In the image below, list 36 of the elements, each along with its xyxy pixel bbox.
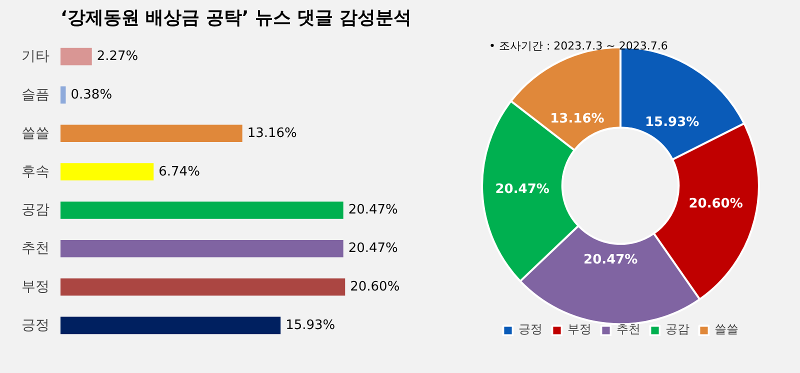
legend-label: 추천	[616, 321, 640, 338]
bar	[60, 163, 154, 180]
data-label: 6.74%	[158, 164, 200, 180]
y-tick-label: 긍정	[22, 317, 50, 334]
y-tick-label: 부정	[22, 279, 50, 296]
bar	[60, 240, 344, 258]
data-label: 0.38%	[70, 87, 112, 102]
y-tick-label: 슬픔	[22, 86, 50, 103]
text: • 조사기간 : 2023.7.3 ~ 2023.7.6	[488, 40, 668, 53]
chart-title: ‘강제동원 배상금 공탁’ 뉴스 댓글 감성분석	[60, 8, 412, 28]
data-label: 13.16%	[247, 126, 297, 141]
legend-label: 긍정	[518, 321, 542, 338]
data-label: 2.27%	[96, 49, 138, 64]
data-label: 20.47%	[584, 252, 638, 268]
y-tick-label: 추천	[22, 240, 50, 257]
y-tick-label: 기타	[22, 48, 50, 65]
legend-label: 부정	[568, 321, 592, 338]
legend-label: 쓸쓸	[714, 321, 738, 338]
bar	[60, 124, 242, 142]
data-label: 20.47%	[348, 202, 398, 218]
bar	[60, 202, 344, 219]
y-tick-label: 쓸쓸	[22, 125, 50, 142]
legend-label: 공감	[666, 321, 690, 338]
data-label: 20.60%	[688, 196, 743, 212]
data-label: 15.93%	[644, 114, 700, 130]
bar	[60, 278, 346, 296]
bar	[60, 48, 92, 66]
data-label: 20.47%	[348, 241, 398, 256]
y-tick-label: 후속	[22, 164, 50, 180]
bar	[60, 316, 281, 334]
data-label: 13.16%	[550, 111, 604, 126]
data-label: 15.93%	[286, 318, 336, 333]
y-tick-label: 공감	[22, 202, 50, 218]
data-label: 20.47%	[495, 182, 550, 198]
bar	[60, 86, 66, 104]
data-label: 20.60%	[350, 280, 400, 295]
